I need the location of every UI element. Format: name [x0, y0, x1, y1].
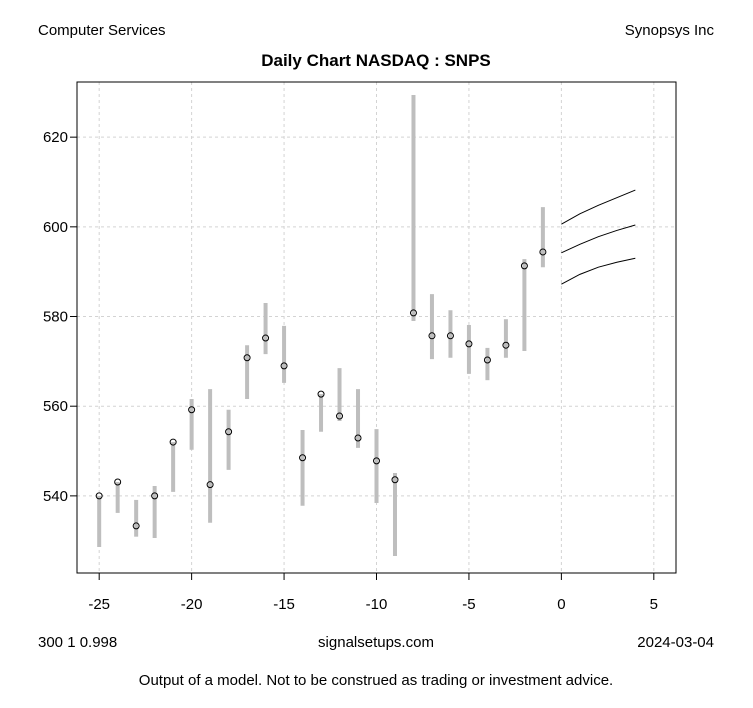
footer-center: signalsetups.com	[318, 634, 434, 651]
x-tick-label: 5	[650, 596, 658, 613]
footer-left: 300 1 0.998	[38, 634, 117, 651]
forecast-line-mid	[561, 224, 636, 254]
close-point	[483, 356, 491, 364]
close-point	[225, 428, 233, 436]
close-point	[354, 434, 362, 442]
disclaimer: Output of a model. Not to be construed a…	[139, 672, 613, 689]
close-point	[520, 262, 528, 270]
marks	[95, 95, 636, 556]
close-point	[391, 476, 399, 484]
y-tick-label: 600	[43, 219, 68, 236]
x-tick-label: -25	[88, 596, 110, 613]
close-point	[373, 457, 380, 465]
close-point	[169, 438, 177, 446]
close-point	[132, 522, 140, 530]
x-tick-label: -20	[181, 596, 203, 613]
close-point	[465, 340, 473, 348]
close-point	[206, 481, 214, 489]
close-point	[428, 332, 436, 340]
y-tick-label: 560	[43, 398, 68, 415]
close-point	[299, 454, 307, 462]
axes: -25 -20 -15 -10 -5 0 5 540 560 580 600 620	[43, 129, 658, 613]
close-point	[243, 354, 251, 362]
close-point	[114, 478, 122, 486]
close-point	[317, 390, 325, 398]
y-tick-label: 540	[43, 488, 68, 505]
close-point	[188, 406, 196, 414]
close-point	[446, 332, 454, 340]
header-right: Synopsys Inc	[625, 22, 715, 39]
close-point	[280, 362, 288, 370]
y-tick-label: 580	[43, 309, 68, 326]
x-tick-label: -15	[273, 596, 295, 613]
close-point	[409, 309, 417, 317]
forecast-line-upper	[561, 189, 636, 225]
footer-right: 2024-03-04	[637, 634, 714, 651]
close-point	[95, 492, 103, 500]
close-point	[539, 248, 547, 256]
forecast-line-lower	[561, 257, 636, 285]
chart-title: Daily Chart NASDAQ : SNPS	[261, 51, 491, 70]
x-tick-label: -10	[366, 596, 388, 613]
close-point	[262, 334, 270, 342]
x-tick-label: -5	[462, 596, 475, 613]
close-point	[336, 412, 344, 420]
y-tick-label: 620	[43, 129, 68, 146]
close-point	[502, 341, 510, 349]
x-tick-label: 0	[557, 596, 565, 613]
header-left: Computer Services	[38, 22, 166, 39]
close-point	[151, 492, 159, 500]
